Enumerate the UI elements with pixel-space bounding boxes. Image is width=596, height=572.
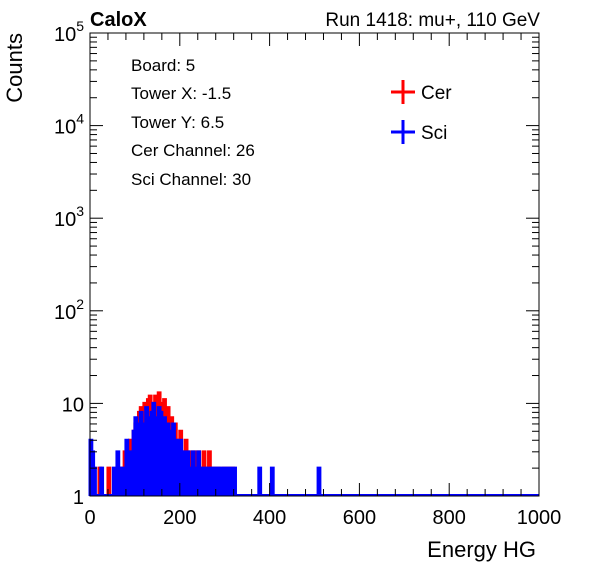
x-tick-label: 600 [343,507,376,529]
y-tick-label: 105 [54,18,84,46]
info-board: Board: 5 [131,56,195,75]
y-tick-label: 10 [62,394,84,416]
experiment-label: CaloX [90,9,147,31]
info-sci-channel: Sci Channel: 30 [131,170,251,189]
x-tick-label: 400 [253,507,286,529]
y-tick-label: 103 [54,203,84,231]
x-axis: 0 200 400 600 800 1000 [84,33,561,529]
info-cer-channel: Cer Channel: 26 [131,141,255,160]
x-tick-label: 800 [433,507,466,529]
x-tick-label: 200 [163,507,196,529]
legend: Cer Sci [391,80,452,144]
run-info-label: Run 1418: mu+, 110 GeV [325,10,540,31]
y-tick-label: 102 [54,296,84,324]
x-tick-label: 0 [84,507,95,529]
y-tick-label: 1 [73,487,84,509]
series-layer [88,391,539,496]
info-box: Board: 5 Tower X: -1.5 Tower Y: 6.5 Cer … [131,56,255,189]
legend-sci-marker [391,120,415,144]
plot-frame [89,32,540,497]
x-tick-label: 1000 [517,507,562,529]
legend-cer-label: Cer [421,83,452,104]
info-tower-x: Tower X: -1.5 [131,84,231,103]
y-axis-title: Counts [2,33,27,103]
x-axis-title: Energy HG [427,537,536,562]
legend-cer-marker [391,80,415,104]
y-tick-label: 104 [54,111,84,139]
y-axis: 1 10 102 103 104 105 [54,18,539,509]
info-tower-y: Tower Y: 6.5 [131,113,224,132]
legend-sci-label: Sci [421,123,447,144]
